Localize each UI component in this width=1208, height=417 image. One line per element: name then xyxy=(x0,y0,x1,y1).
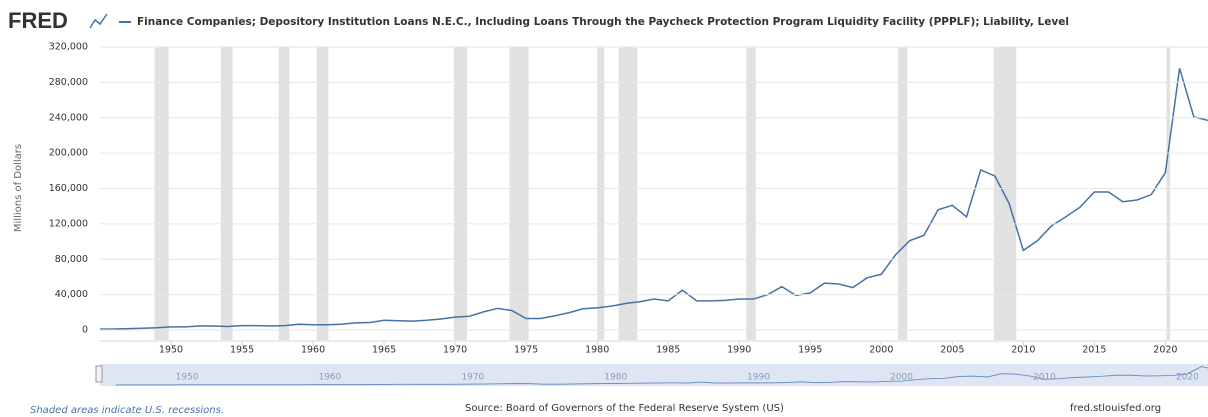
x-tick-label: 1960 xyxy=(301,345,325,356)
plot xyxy=(100,47,1208,340)
source: Source: Board of Governors of the Federa… xyxy=(465,403,784,414)
chart-title: Finance Companies; Depository Institutio… xyxy=(137,16,1069,28)
x-tick-label: 2000 xyxy=(869,345,893,356)
logo: FRED xyxy=(8,8,68,33)
recession xyxy=(618,47,638,340)
x-tick-label: 1985 xyxy=(656,345,680,356)
x-tick-label: 1980 xyxy=(585,345,609,356)
recession xyxy=(220,47,233,340)
y-tick-label: 160,000 xyxy=(49,183,88,194)
y-tick-label: 120,000 xyxy=(49,218,88,229)
recession xyxy=(597,47,605,340)
navigator-label: 1960 xyxy=(318,373,341,383)
x-tick-label: 2015 xyxy=(1082,345,1106,356)
logo-icon xyxy=(89,13,108,29)
x-tick-label: 1995 xyxy=(798,345,822,356)
series-line xyxy=(100,68,1208,330)
recession xyxy=(897,47,908,340)
navigator-label: 1970 xyxy=(461,373,484,383)
navigator-label: 1950 xyxy=(176,373,199,383)
x-tick-label: 1975 xyxy=(514,345,538,356)
navigator-label: 1990 xyxy=(747,373,770,383)
site: fred.stlouisfed.org xyxy=(1070,403,1161,414)
y-tick-label: 280,000 xyxy=(49,77,88,88)
x-tick-label: 2020 xyxy=(1153,345,1177,356)
x-tick-label: 1990 xyxy=(727,345,751,356)
navigator[interactable] xyxy=(100,364,1208,386)
navigator-line xyxy=(115,365,1208,386)
recession xyxy=(1166,47,1171,340)
recession xyxy=(316,47,329,340)
navigator-handle[interactable] xyxy=(95,365,103,383)
navigator-label: 1980 xyxy=(604,373,627,383)
recession xyxy=(746,47,756,340)
y-axis-label: Millions of Dollars xyxy=(13,144,24,232)
x-tick-label: 2010 xyxy=(1011,345,1035,356)
recession xyxy=(993,47,1017,340)
y-tick-label: 40,000 xyxy=(55,289,88,300)
recession xyxy=(278,47,290,340)
y-tick-label: 200,000 xyxy=(49,148,88,159)
y-tick-label: 0 xyxy=(82,325,88,336)
y-tick-label: 320,000 xyxy=(49,42,88,53)
navigator-label: 2020 xyxy=(1176,373,1199,383)
recession xyxy=(154,47,169,340)
navigator-label: 2000 xyxy=(890,373,913,383)
y-tick-label: 80,000 xyxy=(55,254,88,265)
recession xyxy=(509,47,529,340)
x-tick-label: 1950 xyxy=(159,345,183,356)
x-tick-label: 1955 xyxy=(230,345,254,356)
x-tick-label: 1965 xyxy=(372,345,396,356)
x-tick-label: 1970 xyxy=(443,345,467,356)
y-tick-label: 240,000 xyxy=(49,112,88,123)
navigator-label: 2010 xyxy=(1033,373,1056,383)
recession-note: Shaded areas indicate U.S. recessions. xyxy=(30,405,224,416)
x-tick-label: 2005 xyxy=(940,345,964,356)
recession xyxy=(453,47,467,340)
